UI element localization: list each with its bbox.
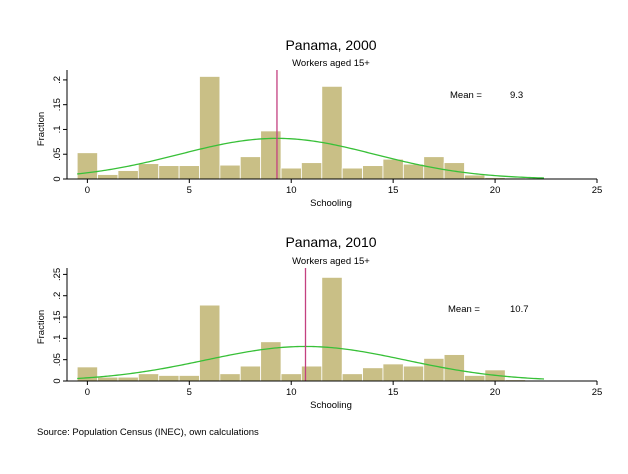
x-tick-label: 20 [490, 185, 501, 196]
x-tick-label: 0 [85, 387, 90, 398]
bar [178, 165, 200, 180]
bar [219, 164, 241, 180]
x-tick-label: 20 [490, 387, 501, 398]
x-tick-label: 10 [286, 185, 297, 196]
bar [117, 170, 139, 180]
bar [301, 162, 323, 180]
bar [341, 373, 363, 382]
x-axis-label: Schooling [310, 400, 352, 411]
y-tick-label: .1 [52, 334, 63, 342]
y-tick-label: .25 [52, 268, 63, 281]
bar [178, 375, 200, 382]
bar [321, 85, 343, 180]
histogram-panel-2010: Panama, 2010 Workers aged 15+ Schooling … [36, 234, 602, 411]
bar [97, 376, 119, 382]
bar [219, 373, 241, 382]
bar [362, 165, 384, 180]
bar [301, 365, 323, 382]
mean-value: 9.3 [510, 90, 523, 101]
y-tick-label: .1 [52, 125, 63, 133]
bar [341, 167, 363, 180]
bar [362, 367, 384, 382]
y-tick-label: .2 [52, 292, 63, 300]
mean-label: Mean = [450, 90, 482, 101]
bar [137, 163, 160, 180]
x-axis-label: Schooling [310, 198, 352, 209]
y-tick-label: .15 [52, 98, 63, 111]
bar [382, 363, 404, 382]
bar [280, 373, 302, 382]
x-tick-label: 25 [592, 387, 603, 398]
y-axis-label: Fraction [36, 112, 47, 146]
bar [280, 167, 302, 180]
bar [321, 276, 343, 382]
x-tick-label: 10 [286, 387, 297, 398]
chart-subtitle: Workers aged 15+ [292, 58, 370, 69]
chart-subtitle: Workers aged 15+ [292, 256, 370, 267]
x-tick-label: 15 [388, 185, 399, 196]
bar [464, 174, 486, 180]
chart-title: Panama, 2000 [285, 37, 376, 53]
normal-density-curve [77, 137, 545, 179]
bar [158, 165, 180, 180]
bar [402, 365, 425, 382]
bars [76, 276, 547, 382]
bar [97, 174, 119, 180]
y-tick-label: 0 [52, 378, 63, 383]
bar [402, 163, 425, 180]
chart-title: Panama, 2010 [285, 234, 376, 250]
mean-value: 10.7 [510, 304, 529, 315]
mean-label: Mean = [448, 304, 480, 315]
bar [423, 357, 445, 382]
bar [382, 158, 404, 180]
y-axis-label: Fraction [36, 310, 47, 344]
bar [76, 152, 98, 180]
y-tick-label: .05 [52, 148, 63, 161]
bar [199, 76, 221, 180]
bar [239, 156, 262, 180]
y-tick-label: .2 [52, 76, 63, 84]
y-tick-label: .15 [52, 310, 63, 323]
bars [76, 76, 547, 180]
bar [158, 375, 180, 382]
x-tick-label: 0 [85, 185, 90, 196]
bar [117, 376, 139, 382]
normal-density-curve [77, 345, 545, 380]
histogram-panel-2000: Panama, 2000 Workers aged 15+ Schooling … [36, 37, 602, 209]
x-tick-label: 5 [187, 387, 192, 398]
x-tick-label: 5 [187, 185, 192, 196]
bar [239, 365, 262, 382]
bar [199, 304, 221, 382]
bar [137, 373, 160, 382]
bar [464, 375, 486, 382]
x-tick-label: 15 [388, 387, 399, 398]
x-tick-label: 25 [592, 185, 603, 196]
y-tick-label: 0 [52, 176, 63, 181]
source-note: Source: Population Census (INEC), own ca… [37, 427, 259, 438]
y-tick-label: .05 [52, 353, 63, 366]
